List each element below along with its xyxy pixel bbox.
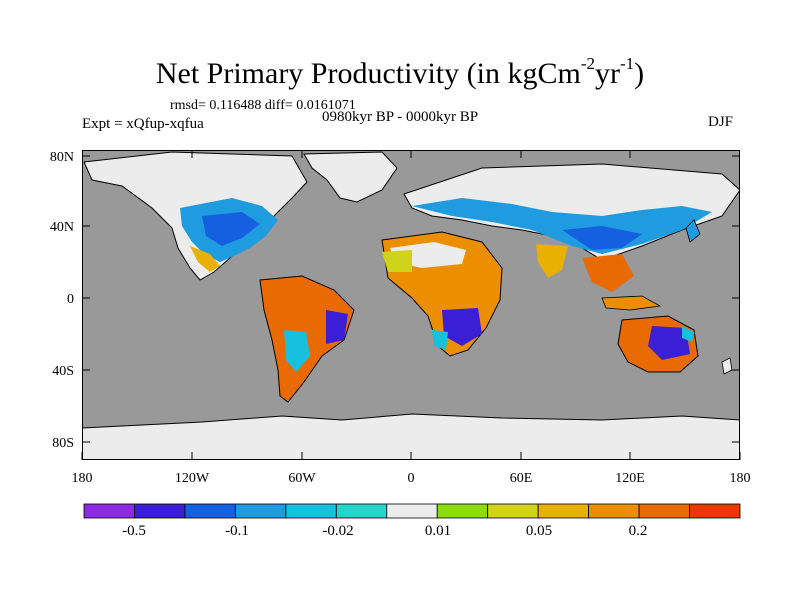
lat-label-80n: 80N xyxy=(50,150,74,165)
colorbar-swatch-6 xyxy=(335,503,388,519)
colorbar xyxy=(83,503,741,519)
colorbar-swatch-12 xyxy=(638,503,690,519)
se-asia-npp xyxy=(582,254,634,292)
colorbar-swatch-3 xyxy=(184,503,236,519)
colorbar-swatch-13 xyxy=(689,503,741,519)
lon-label-60e: 60E xyxy=(510,471,533,486)
india-npp xyxy=(536,244,568,278)
australia-npp-cyan xyxy=(682,326,694,342)
lat-ticks xyxy=(82,155,740,443)
rmsd-label: rmsd= xyxy=(170,98,206,113)
lon-label-120e: 120E xyxy=(615,471,645,486)
chart-title: Net Primary Productivity (in kgCm-2yr-1) xyxy=(155,54,645,90)
eurasia-npp-strong xyxy=(562,226,642,250)
colorbar-swatch-7 xyxy=(386,503,438,519)
colorbar-label-4: 0.01 xyxy=(425,523,451,539)
diff-label: diff= xyxy=(264,98,293,113)
colorbar-label-1: -0.5 xyxy=(122,523,146,539)
eurasia-npp xyxy=(412,198,712,254)
north-america-npp-strong xyxy=(202,212,260,246)
lon-ticks xyxy=(81,150,741,460)
colorbar-swatch-9 xyxy=(487,503,539,519)
colorbar-swatch-4 xyxy=(234,503,287,519)
map-panel xyxy=(82,150,740,460)
colorbar-label-6: 0.2 xyxy=(629,523,648,539)
lon-label-180e: 180 xyxy=(730,471,751,486)
lon-label-180w: 180 xyxy=(72,471,93,486)
diff-value: 0.0161071 xyxy=(296,98,356,113)
greenland xyxy=(303,151,398,203)
colorbar-swatch-2 xyxy=(134,503,186,519)
period-label: 0980kyr BP - 0000kyr BP xyxy=(322,109,479,125)
africa-npp-yellow xyxy=(382,250,412,272)
colorbar-swatch-10 xyxy=(537,503,590,519)
stats-line: rmsd= 0.116488 diff= 0.0161071 xyxy=(170,98,356,114)
lon-label-0: 0 xyxy=(408,471,415,486)
lat-label-0: 0 xyxy=(67,292,74,307)
colorbar-label-3: -0.02 xyxy=(322,523,353,539)
australia-npp-blue xyxy=(648,326,690,360)
lon-label-60w: 60W xyxy=(288,471,316,486)
south-america-npp-cyan xyxy=(284,330,310,372)
world-map xyxy=(82,150,740,460)
colorbar-swatch-11 xyxy=(588,503,640,519)
lat-label-40n: 40N xyxy=(50,220,74,235)
season-label: DJF xyxy=(708,114,734,130)
lon-label-120w: 120W xyxy=(175,471,210,486)
indonesia xyxy=(601,295,662,311)
japan xyxy=(685,219,701,243)
colorbar-label-5: 0.05 xyxy=(526,523,552,539)
south-america-npp-blue xyxy=(326,310,348,344)
lat-label-40s: 40S xyxy=(52,364,74,379)
colorbar-swatch-8 xyxy=(436,503,489,519)
africa-npp-cyan xyxy=(432,330,448,350)
africa-npp-blue xyxy=(442,308,482,346)
colorbar-swatch-1 xyxy=(83,503,135,519)
colorbar-swatch-5 xyxy=(285,503,337,519)
lat-label-80s: 80S xyxy=(52,436,74,451)
mexico-npp xyxy=(190,246,220,272)
rmsd-value: 0.116488 xyxy=(209,98,262,113)
antarctica xyxy=(82,413,740,460)
colorbar-label-2: -0.1 xyxy=(225,523,249,539)
experiment-label: Expt = xQfup-xqfua xyxy=(82,116,204,132)
